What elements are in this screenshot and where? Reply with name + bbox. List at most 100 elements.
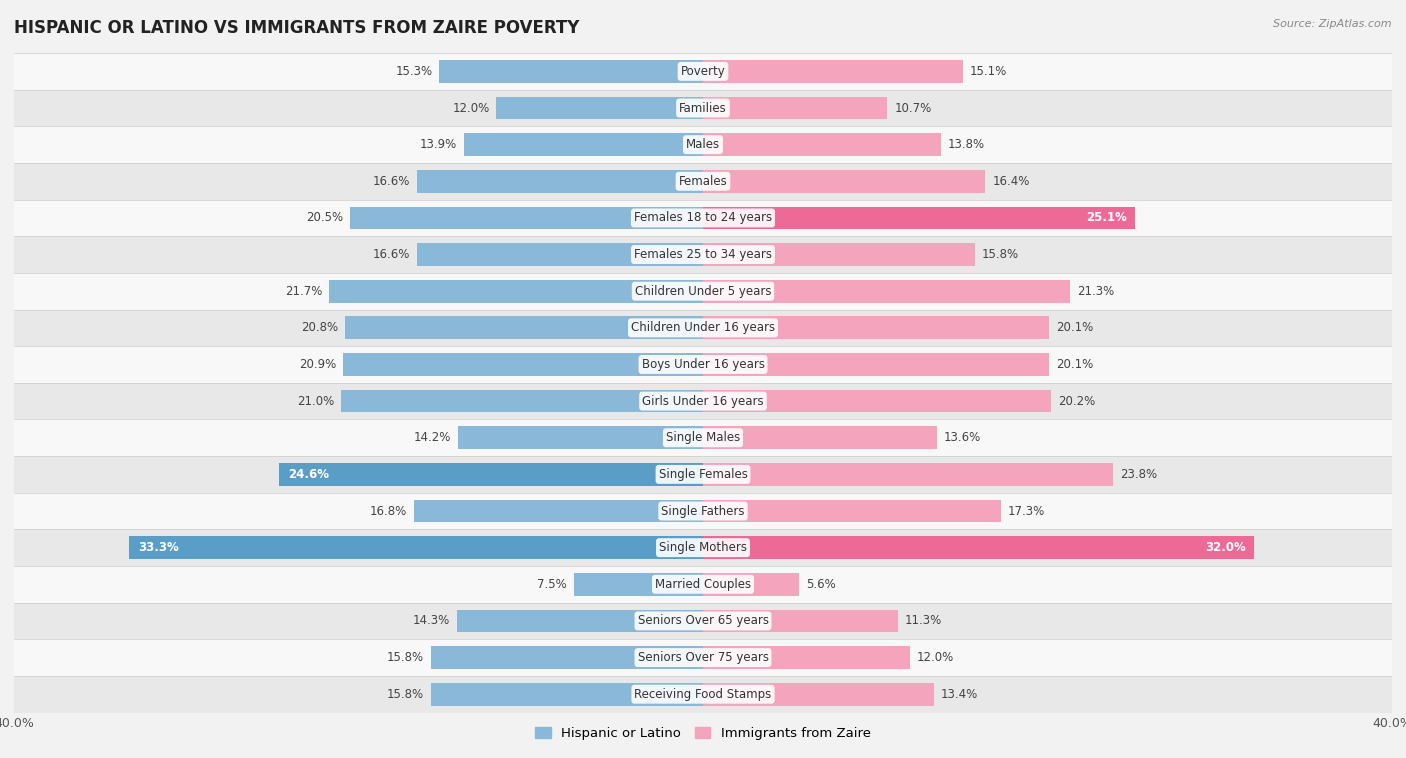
Bar	[703, 683, 934, 706]
Text: 15.8%: 15.8%	[981, 248, 1019, 261]
Bar	[14, 566, 1392, 603]
Bar	[129, 537, 703, 559]
Text: Females 25 to 34 years: Females 25 to 34 years	[634, 248, 772, 261]
Text: 25.1%: 25.1%	[1085, 211, 1126, 224]
Bar	[14, 127, 1392, 163]
Text: 15.3%: 15.3%	[395, 65, 433, 78]
Text: Receiving Food Stamps: Receiving Food Stamps	[634, 688, 772, 700]
Bar	[703, 97, 887, 119]
Bar	[14, 419, 1392, 456]
Text: Boys Under 16 years: Boys Under 16 years	[641, 358, 765, 371]
Bar	[14, 639, 1392, 676]
Bar	[329, 280, 703, 302]
Bar	[440, 60, 703, 83]
Text: 17.3%: 17.3%	[1008, 505, 1045, 518]
Text: Seniors Over 65 years: Seniors Over 65 years	[637, 615, 769, 628]
Bar	[703, 609, 897, 632]
Text: 16.6%: 16.6%	[373, 175, 411, 188]
Text: 20.2%: 20.2%	[1057, 395, 1095, 408]
Bar	[703, 60, 963, 83]
Bar	[418, 170, 703, 193]
Text: 20.1%: 20.1%	[1056, 358, 1094, 371]
Text: 13.4%: 13.4%	[941, 688, 979, 700]
Text: 11.3%: 11.3%	[904, 615, 942, 628]
Text: Poverty: Poverty	[681, 65, 725, 78]
Text: Married Couples: Married Couples	[655, 578, 751, 590]
Text: Single Mothers: Single Mothers	[659, 541, 747, 554]
Text: Source: ZipAtlas.com: Source: ZipAtlas.com	[1274, 19, 1392, 29]
Text: Single Females: Single Females	[658, 468, 748, 481]
Bar	[703, 243, 976, 266]
Text: 12.0%: 12.0%	[453, 102, 489, 114]
Bar	[464, 133, 703, 156]
Bar	[14, 53, 1392, 89]
Bar	[430, 647, 703, 669]
Text: 33.3%: 33.3%	[138, 541, 179, 554]
Text: Children Under 5 years: Children Under 5 years	[634, 285, 772, 298]
Bar	[14, 346, 1392, 383]
Bar	[14, 199, 1392, 236]
Bar	[280, 463, 703, 486]
Bar	[418, 243, 703, 266]
Text: 15.8%: 15.8%	[387, 651, 425, 664]
Bar	[458, 427, 703, 449]
Bar	[14, 236, 1392, 273]
Bar	[703, 353, 1049, 376]
Bar	[703, 537, 1254, 559]
Bar	[14, 383, 1392, 419]
Bar	[430, 683, 703, 706]
Bar	[342, 390, 703, 412]
Text: Single Males: Single Males	[666, 431, 740, 444]
Text: Single Fathers: Single Fathers	[661, 505, 745, 518]
Bar	[14, 273, 1392, 309]
Text: Families: Families	[679, 102, 727, 114]
Text: 13.8%: 13.8%	[948, 138, 984, 151]
Text: 20.5%: 20.5%	[307, 211, 343, 224]
Text: 12.0%: 12.0%	[917, 651, 953, 664]
Bar	[344, 317, 703, 339]
Text: 21.7%: 21.7%	[285, 285, 322, 298]
Text: 13.6%: 13.6%	[945, 431, 981, 444]
Bar	[343, 353, 703, 376]
Bar	[413, 500, 703, 522]
Bar	[703, 573, 800, 596]
Text: 15.1%: 15.1%	[970, 65, 1007, 78]
Bar	[14, 676, 1392, 713]
Bar	[703, 317, 1049, 339]
Text: Seniors Over 75 years: Seniors Over 75 years	[637, 651, 769, 664]
Bar	[703, 170, 986, 193]
Text: 7.5%: 7.5%	[537, 578, 567, 590]
Bar	[14, 309, 1392, 346]
Bar	[703, 207, 1135, 229]
Bar	[703, 390, 1050, 412]
Bar	[14, 529, 1392, 566]
Text: 13.9%: 13.9%	[419, 138, 457, 151]
Text: 20.1%: 20.1%	[1056, 321, 1094, 334]
Text: 5.6%: 5.6%	[807, 578, 837, 590]
Text: 32.0%: 32.0%	[1205, 541, 1246, 554]
Bar	[350, 207, 703, 229]
Text: 21.0%: 21.0%	[297, 395, 335, 408]
Text: Children Under 16 years: Children Under 16 years	[631, 321, 775, 334]
Text: 14.2%: 14.2%	[415, 431, 451, 444]
Bar	[457, 609, 703, 632]
Text: 24.6%: 24.6%	[288, 468, 329, 481]
Text: 16.6%: 16.6%	[373, 248, 411, 261]
Text: 16.4%: 16.4%	[993, 175, 1029, 188]
Legend: Hispanic or Latino, Immigrants from Zaire: Hispanic or Latino, Immigrants from Zair…	[530, 722, 876, 745]
Text: Males: Males	[686, 138, 720, 151]
Bar	[703, 500, 1001, 522]
Bar	[14, 163, 1392, 199]
Bar	[14, 89, 1392, 127]
Bar	[703, 647, 910, 669]
Text: 14.3%: 14.3%	[412, 615, 450, 628]
Text: 10.7%: 10.7%	[894, 102, 931, 114]
Bar	[14, 493, 1392, 529]
Text: Girls Under 16 years: Girls Under 16 years	[643, 395, 763, 408]
Bar	[703, 427, 938, 449]
Text: 20.8%: 20.8%	[301, 321, 337, 334]
Bar	[14, 603, 1392, 639]
Bar	[703, 133, 941, 156]
Bar	[14, 456, 1392, 493]
Bar	[496, 97, 703, 119]
